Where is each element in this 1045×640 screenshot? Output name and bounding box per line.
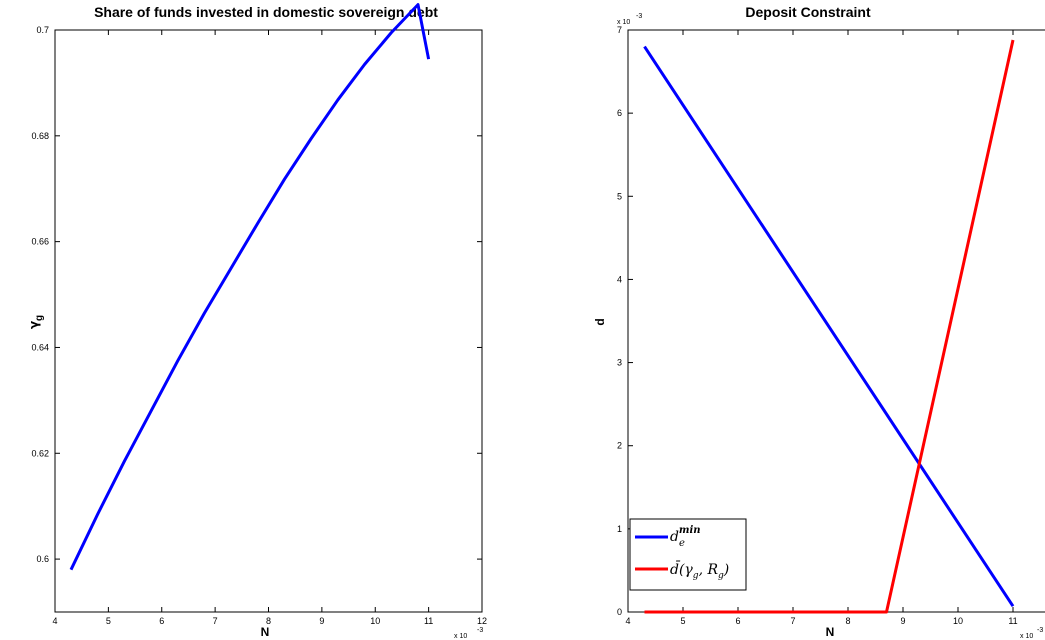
x-tick-label: 5	[680, 616, 685, 626]
x-tick-label: 4	[52, 616, 57, 626]
x-tick-label: 7	[790, 616, 795, 626]
left-series-line	[69, 3, 431, 571]
right-x-multiplier-exponent: -3	[1037, 627, 1043, 634]
x-tick-label: 8	[845, 616, 850, 626]
left-chart-title: Share of funds invested in domestic sove…	[94, 4, 438, 20]
right-series-line-dmin	[643, 45, 1015, 608]
legend: demin d̄(γg, Rg)	[629, 518, 747, 591]
y-tick-label: 1	[617, 524, 622, 534]
left-x-multiplier-exponent: -3	[477, 627, 483, 634]
x-tick-label: 12	[477, 616, 487, 626]
left-y-axis-label-symbol: γ	[27, 321, 41, 329]
legend-box	[629, 518, 747, 591]
x-tick-label: 10	[953, 616, 963, 626]
legend-label-dbar: d̄(γg, Rg)	[670, 560, 729, 581]
x-tick-label: 11	[1008, 616, 1017, 626]
y-tick-label: 3	[617, 358, 622, 368]
right-x-multiplier: x 10 -3	[1020, 627, 1043, 640]
x-tick-label: 4	[625, 616, 630, 626]
right-y-multiplier-exponent: -3	[636, 13, 642, 20]
y-tick-label: 5	[617, 191, 622, 201]
left-plot-area	[54, 29, 483, 613]
right-y-multiplier: x 10 -3	[617, 13, 642, 26]
y-tick-label: 0.64	[31, 342, 49, 352]
x-tick-label: 8	[266, 616, 271, 626]
y-tick-label: 0.7	[36, 25, 49, 35]
y-tick-label: 7	[617, 25, 622, 35]
x-tick-label: 7	[213, 616, 218, 626]
legend-item-dbar: d̄(γg, Rg)	[635, 560, 729, 581]
y-tick-label: 0.66	[31, 237, 49, 247]
y-tick-label: 0.68	[31, 131, 49, 141]
left-y-ticks: 0.6 0.62 0.64 0.66 0.68 0.7	[31, 25, 482, 564]
right-series-line-dbar	[644, 39, 1015, 614]
x-tick-label: 6	[159, 616, 164, 626]
y-tick-label: 4	[617, 274, 622, 284]
left-chart: Share of funds invested in domestic sove…	[27, 3, 487, 640]
left-y-axis-label-subscript: g	[34, 315, 45, 321]
y-tick-label: 2	[617, 441, 622, 451]
right-y-multiplier-label: x 10	[617, 19, 630, 26]
x-tick-label: 9	[900, 616, 905, 626]
right-chart-title: Deposit Constraint	[745, 4, 871, 20]
left-x-multiplier: x 10 -3	[454, 627, 483, 640]
left-y-axis-label: γ g	[27, 315, 45, 329]
y-tick-label: 6	[617, 108, 622, 118]
x-tick-label: 10	[370, 616, 380, 626]
x-tick-label: 11	[424, 616, 433, 626]
right-y-ticks: 0 1 2 3 4 5 6 7	[617, 25, 633, 617]
left-x-ticks: 4 5 6 7 8 9 10 11 12	[52, 30, 487, 626]
x-tick-label: 9	[319, 616, 324, 626]
right-x-multiplier-label: x 10	[1020, 633, 1033, 640]
left-x-axis-label: N	[261, 625, 270, 639]
x-tick-label: 6	[735, 616, 740, 626]
x-tick-label: 5	[106, 616, 111, 626]
y-tick-label: 0.62	[31, 448, 49, 458]
right-y-axis-label: d	[593, 318, 607, 325]
y-tick-label: 0	[617, 607, 622, 617]
left-x-multiplier-label: x 10	[454, 633, 467, 640]
right-x-axis-label: N	[826, 625, 835, 639]
y-tick-label: 0.6	[36, 554, 49, 564]
